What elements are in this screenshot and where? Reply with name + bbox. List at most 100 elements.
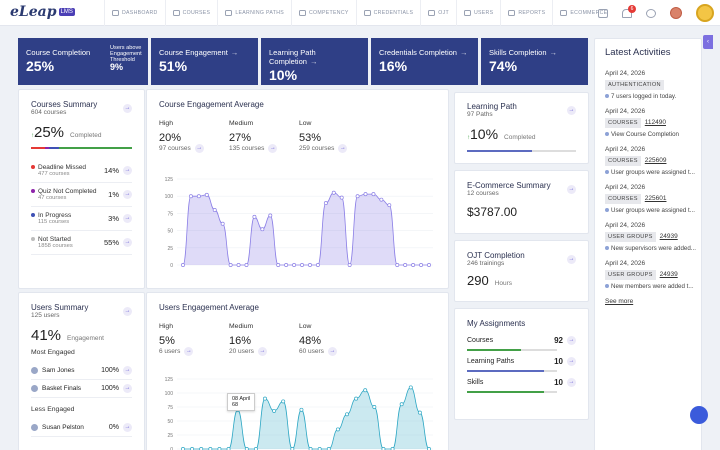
data-point[interactable] xyxy=(339,195,344,200)
status-row[interactable]: In Progress 115 courses 3% → xyxy=(31,207,132,231)
data-point[interactable] xyxy=(347,263,352,267)
data-point[interactable] xyxy=(188,194,193,199)
data-point[interactable] xyxy=(408,385,413,390)
data-point[interactable] xyxy=(244,263,249,267)
side-panel-toggle[interactable]: ‹ xyxy=(703,35,713,49)
data-point[interactable] xyxy=(284,263,289,267)
data-point[interactable] xyxy=(272,408,277,413)
data-point[interactable] xyxy=(372,405,377,409)
arrow-right-icon[interactable]: → xyxy=(123,423,132,432)
data-point[interactable] xyxy=(419,263,424,267)
data-point[interactable] xyxy=(355,194,360,199)
data-point[interactable] xyxy=(326,447,331,450)
data-point[interactable] xyxy=(196,194,201,199)
arrow-right-icon[interactable]: → xyxy=(123,166,132,175)
chat-icon[interactable] xyxy=(598,8,608,18)
status-row[interactable]: Quiz Not Completed 47 courses 1% → xyxy=(31,183,132,207)
data-point[interactable] xyxy=(395,263,400,267)
data-point[interactable] xyxy=(212,208,217,212)
assignment-item[interactable]: Courses 92 → xyxy=(467,336,576,351)
arrow-right-icon[interactable]: → xyxy=(567,254,576,264)
data-point[interactable] xyxy=(399,402,404,407)
logo[interactable]: eLeap LMS xyxy=(10,4,75,20)
user-avatar[interactable] xyxy=(670,7,682,19)
data-point[interactable] xyxy=(260,227,265,232)
nav-credentials[interactable]: CREDENTIALS xyxy=(355,0,421,26)
data-point[interactable] xyxy=(390,447,395,450)
data-point[interactable] xyxy=(290,447,295,450)
nav-learning-paths[interactable]: LEARNING PATHS xyxy=(217,0,291,26)
data-point[interactable] xyxy=(411,263,416,267)
kpi-credentials-completion[interactable]: Credentials Completion → 16% xyxy=(371,38,478,85)
data-point[interactable] xyxy=(236,263,241,267)
data-point[interactable] xyxy=(253,447,258,450)
data-point[interactable] xyxy=(308,263,312,267)
arrow-right-icon[interactable]: → xyxy=(338,144,348,153)
kpi-course-completion[interactable]: Course Completion 25% Users above Engage… xyxy=(18,38,148,85)
arrow-right-icon[interactable]: → xyxy=(123,384,132,393)
data-point[interactable] xyxy=(354,396,359,401)
arrow-right-icon[interactable]: → xyxy=(194,144,204,153)
data-point[interactable] xyxy=(220,221,225,226)
chat-support-button[interactable] xyxy=(690,406,708,424)
data-point[interactable] xyxy=(181,447,185,450)
activity-link[interactable]: 112490 xyxy=(644,119,666,126)
data-point[interactable] xyxy=(199,447,204,450)
kpi-skills-completion[interactable]: Skills Completion → 74% xyxy=(481,38,588,85)
arrow-right-icon[interactable]: → xyxy=(123,214,132,223)
data-point[interactable] xyxy=(331,190,336,195)
data-point[interactable] xyxy=(427,447,431,450)
settings-gear-icon[interactable] xyxy=(646,8,656,18)
arrow-right-icon[interactable]: → xyxy=(123,103,132,113)
nav-dashboard[interactable]: DASHBOARD xyxy=(104,0,165,26)
arrow-right-icon[interactable]: → xyxy=(268,144,278,153)
data-point[interactable] xyxy=(281,399,286,404)
arrow-right-icon[interactable]: → xyxy=(567,336,576,345)
data-point[interactable] xyxy=(379,197,384,202)
data-point[interactable] xyxy=(268,213,273,218)
arrow-right-icon[interactable]: → xyxy=(327,347,337,356)
nav-users[interactable]: USERS xyxy=(455,0,500,26)
status-row[interactable]: Not Started 1858 courses 55% → xyxy=(31,231,132,255)
data-point[interactable] xyxy=(317,447,322,450)
data-point[interactable] xyxy=(276,263,281,267)
nav-reports[interactable]: REPORTS xyxy=(500,0,552,26)
data-point[interactable] xyxy=(345,412,349,417)
data-point[interactable] xyxy=(300,263,304,267)
data-point[interactable] xyxy=(363,388,368,393)
data-point[interactable] xyxy=(335,427,340,432)
arrow-right-icon[interactable]: → xyxy=(184,347,194,356)
data-point[interactable] xyxy=(263,396,267,401)
nav-ecommerce[interactable]: ECOMMERCE xyxy=(552,0,614,26)
data-point[interactable] xyxy=(363,192,368,197)
notification-bell-icon[interactable]: 6 xyxy=(622,4,636,18)
data-point[interactable] xyxy=(292,263,297,267)
data-point[interactable] xyxy=(427,263,431,267)
arrow-right-icon[interactable]: → xyxy=(123,366,132,375)
data-point[interactable] xyxy=(252,214,257,219)
activity-link[interactable]: 225609 xyxy=(644,157,667,164)
status-row[interactable]: Deadline Missed 477 courses 14% → xyxy=(31,159,132,183)
arrow-right-icon[interactable]: → xyxy=(257,347,267,356)
see-more-link[interactable]: See more xyxy=(605,298,634,305)
data-point[interactable] xyxy=(208,447,213,450)
arrow-right-icon[interactable]: → xyxy=(123,190,132,199)
data-point[interactable] xyxy=(299,407,304,412)
assignment-item[interactable]: Skills 10 → xyxy=(467,378,576,393)
data-point[interactable] xyxy=(315,263,320,267)
data-point[interactable] xyxy=(204,192,209,197)
data-point[interactable] xyxy=(371,192,376,197)
data-point[interactable] xyxy=(181,263,185,267)
data-point[interactable] xyxy=(323,201,328,206)
nav-competency[interactable]: COMPETENCY xyxy=(291,0,356,26)
arrow-right-icon[interactable]: → xyxy=(123,306,132,316)
trophy-icon[interactable] xyxy=(696,4,714,22)
user-row[interactable]: Sam Jones 100% → xyxy=(31,362,132,380)
activity-link[interactable]: 24939 xyxy=(659,271,678,278)
kpi-learning-path-completion[interactable]: Learning Path Completion → 10% xyxy=(261,38,368,85)
data-point[interactable] xyxy=(226,447,231,450)
arrow-right-icon[interactable]: → xyxy=(567,378,576,387)
data-point[interactable] xyxy=(381,447,386,450)
user-row[interactable]: Basket Finals 100% → xyxy=(31,380,132,398)
arrow-right-icon[interactable]: → xyxy=(567,357,576,366)
